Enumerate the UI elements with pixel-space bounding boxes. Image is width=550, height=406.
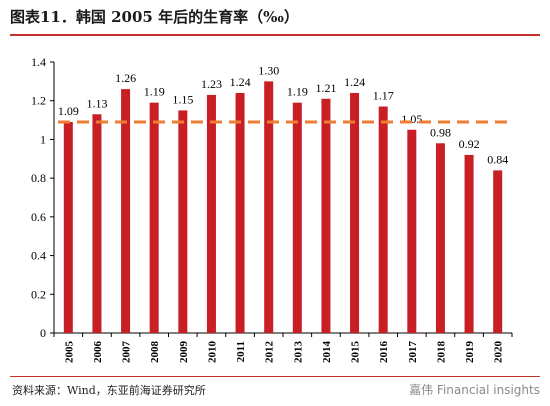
title-divider [10,34,540,36]
data-label: 1.23 [201,77,222,91]
data-label: 1.19 [287,85,308,99]
bar [493,170,503,333]
data-label: 1.30 [258,63,279,77]
source-note: 资料来源：Wind，东亚前海证券研究所 [12,384,206,397]
chart-title: 图表11．韩国 2005 年后的生育率（‰） [10,8,299,26]
y-tick-label: 0 [40,326,46,340]
x-tick-label: 2017 [407,341,419,364]
x-tick-label: 2020 [493,341,505,364]
y-tick-label: 1.4 [31,55,46,69]
data-label: 1.17 [373,89,394,103]
data-label: 1.24 [344,75,365,89]
bar [264,81,274,333]
x-tick-label: 2009 [178,341,190,364]
bar [178,110,188,334]
x-tick-label: 2019 [464,341,476,364]
data-label: 0.92 [459,137,480,151]
bar [149,102,159,334]
y-tick-label: 1 [40,132,46,146]
data-label: 0.84 [487,152,508,166]
bar [350,92,360,333]
x-tick-label: 2008 [149,341,161,364]
x-tick-label: 2016 [378,341,390,364]
bar [206,94,216,334]
data-label: 1.15 [172,92,193,106]
bar [121,89,131,333]
x-tick-label: 2015 [350,341,362,364]
y-tick-label: 0.2 [31,287,46,301]
x-tick-label: 2014 [321,341,333,364]
bar [292,102,302,334]
data-label: 1.09 [58,104,79,118]
watermark: 嘉伟 Financial insights [409,383,540,397]
data-label: 1.05 [401,112,422,126]
y-tick-label: 0.8 [31,171,46,185]
y-tick-label: 1.2 [31,94,46,108]
y-tick-label: 0.6 [31,210,46,224]
x-tick-label: 2010 [206,341,218,364]
y-tick-label: 0.4 [31,249,46,263]
bar-chart: 0 0.2 0.4 0.6 0.8 1 1.2 1.4 1.09 2005 1.13 2006 1.26… [31,55,513,364]
bar [407,129,417,333]
x-tick-label: 2013 [292,341,304,364]
data-label: 1.21 [315,81,336,95]
bar [464,154,474,333]
bar [321,98,331,334]
data-label: 1.13 [86,96,107,110]
bar [92,114,102,333]
bar [235,92,245,333]
data-label: 1.26 [115,71,136,85]
footer-divider [10,376,540,377]
x-tick-label: 2018 [435,341,447,364]
x-tick-label: 2006 [92,341,104,364]
bar [435,143,445,333]
data-label: 1.19 [144,85,165,99]
x-tick-label: 2012 [264,341,276,364]
data-label: 0.98 [430,125,451,139]
bar [63,122,73,333]
bar [378,106,388,334]
x-tick-label: 2005 [63,341,75,364]
data-label: 1.24 [230,75,251,89]
x-tick-label: 2007 [121,341,133,364]
x-tick-label: 2011 [235,341,247,362]
